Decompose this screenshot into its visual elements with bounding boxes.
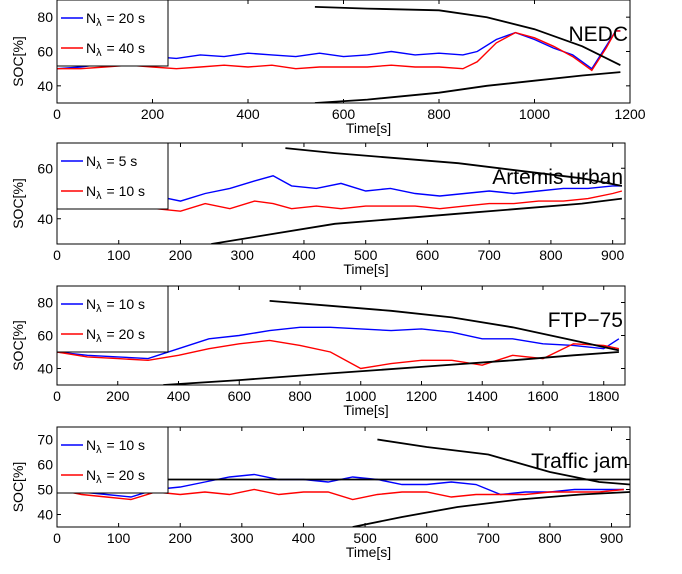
x-tick-label: 300 bbox=[230, 530, 254, 546]
x-tick-label: 800 bbox=[539, 247, 563, 263]
series-line-4 bbox=[163, 352, 619, 385]
series-line-4 bbox=[315, 72, 621, 103]
x-tick-label: 900 bbox=[601, 247, 625, 263]
x-tick-label: 1000 bbox=[519, 106, 550, 122]
series-line-5 bbox=[353, 492, 630, 527]
y-tick-label: 80 bbox=[37, 9, 53, 25]
y-tick-label: 50 bbox=[37, 482, 53, 498]
x-tick-label: 200 bbox=[169, 247, 193, 263]
cycle-title: Artemis urban bbox=[492, 166, 623, 189]
cycle-title: FTP−75 bbox=[548, 309, 623, 332]
x-tick-label: 800 bbox=[288, 388, 312, 404]
x-tick-label: 700 bbox=[477, 530, 501, 546]
panel-2: 0 100 200 300 400 500 600 700 800 9004060Time[s]S… bbox=[10, 143, 625, 277]
legend: Nλ = 10 sNλ = 20 s bbox=[57, 286, 168, 352]
x-tick-label: 0 bbox=[53, 388, 61, 404]
y-tick-label: 60 bbox=[37, 328, 53, 344]
y-tick-label: 40 bbox=[37, 78, 53, 94]
x-tick-label: 0 bbox=[53, 247, 61, 263]
x-tick-label: 800 bbox=[427, 106, 451, 122]
x-tick-label: 400 bbox=[292, 530, 316, 546]
x-tick-label: 0 bbox=[53, 530, 61, 546]
x-tick-label: 600 bbox=[415, 530, 439, 546]
x-tick-label: 300 bbox=[231, 247, 255, 263]
x-tick-label: 200 bbox=[106, 388, 130, 404]
x-tick-label: 200 bbox=[141, 106, 165, 122]
x-tick-label: 100 bbox=[107, 530, 131, 546]
x-tick-label: 400 bbox=[167, 388, 191, 404]
x-axis-label: Time[s] bbox=[343, 402, 388, 418]
legend: Nλ = 10 sNλ = 20 s bbox=[57, 427, 168, 493]
x-tick-label: 1600 bbox=[527, 388, 558, 404]
y-axis-label: SOC[%] bbox=[10, 36, 26, 87]
y-axis-label: SOC[%] bbox=[10, 178, 26, 229]
x-tick-label: 200 bbox=[169, 530, 193, 546]
x-tick-label: 1200 bbox=[614, 106, 645, 122]
y-tick-label: 60 bbox=[37, 160, 53, 176]
legend: Nλ = 5 sNλ = 10 s bbox=[57, 143, 168, 209]
x-tick-label: 400 bbox=[292, 247, 316, 263]
cycle-title: Traffic jam bbox=[531, 450, 628, 473]
panel-3: 0 200 400 600 800 1000 1200 1400 1600 1800406080T… bbox=[10, 286, 625, 418]
x-axis-label: Time[s] bbox=[346, 544, 391, 560]
legend: Nλ = 20 sNλ = 40 s bbox=[57, 0, 168, 66]
y-axis-label: SOC[%] bbox=[10, 320, 26, 371]
y-tick-label: 60 bbox=[37, 44, 53, 60]
y-axis-label: SOC[%] bbox=[10, 462, 26, 513]
x-tick-label: 600 bbox=[228, 388, 252, 404]
x-tick-label: 1800 bbox=[588, 388, 619, 404]
panel-4: 0 100 200 300 400 500 600 700 800 90040506070Time… bbox=[10, 427, 630, 560]
x-tick-label: 100 bbox=[107, 247, 131, 263]
x-tick-label: 700 bbox=[477, 247, 501, 263]
x-axis-label: Time[s] bbox=[343, 261, 388, 277]
y-tick-label: 40 bbox=[37, 211, 53, 227]
y-tick-label: 40 bbox=[37, 361, 53, 377]
x-tick-label: 600 bbox=[416, 247, 440, 263]
x-tick-label: 900 bbox=[600, 530, 624, 546]
y-tick-label: 80 bbox=[37, 295, 53, 311]
x-tick-label: 1200 bbox=[406, 388, 437, 404]
cycle-title: NEDC bbox=[568, 23, 628, 46]
y-tick-label: 60 bbox=[37, 457, 53, 473]
y-tick-label: 40 bbox=[37, 507, 53, 523]
y-tick-label: 70 bbox=[37, 432, 53, 448]
panel-1: 0 200 400 600 800 1000 1200406080Time[s]SOC[%]… bbox=[10, 0, 646, 136]
x-axis-label: Time[s] bbox=[346, 120, 391, 136]
x-tick-label: 400 bbox=[236, 106, 260, 122]
series-line-4 bbox=[211, 199, 622, 244]
x-tick-label: 1400 bbox=[467, 388, 498, 404]
x-tick-label: 800 bbox=[538, 530, 562, 546]
x-tick-label: 0 bbox=[53, 106, 61, 122]
